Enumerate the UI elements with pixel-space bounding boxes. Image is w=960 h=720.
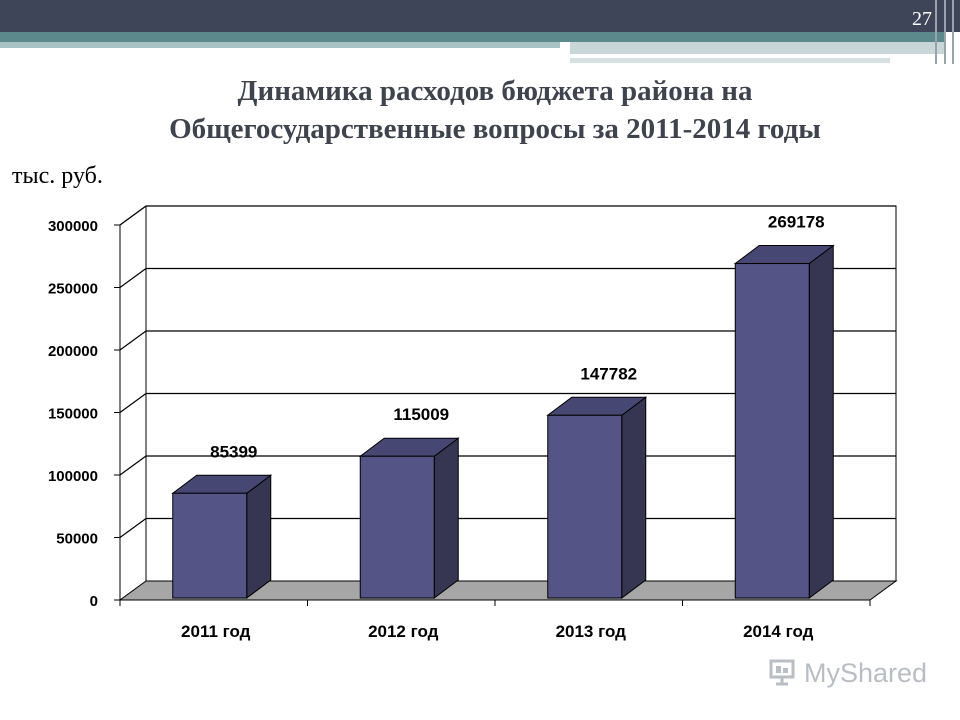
header-stripe (0, 32, 945, 42)
y-tick-label: 200000 (48, 343, 98, 360)
x-tick-label: 2012 год (368, 622, 439, 641)
page-title: Динамика расходов бюджета района на Обще… (60, 72, 930, 148)
data-label: 115009 (393, 405, 449, 424)
bar-side (808, 244, 834, 599)
gridline-side (119, 268, 147, 288)
chart-floor (118, 580, 898, 601)
y-tick-label: 150000 (48, 406, 98, 423)
data-label: 147782 (580, 364, 637, 383)
title-line: Общегосударственные вопросы за 2011-2014… (169, 113, 821, 145)
y-tick-label: 50000 (56, 531, 98, 548)
data-label: 85399 (210, 442, 257, 461)
bar-side (433, 437, 459, 599)
x-tick-label: 2011 год (181, 622, 251, 641)
header-divider (952, 0, 954, 64)
y-tick-label: 100000 (48, 468, 98, 485)
data-label: 269178 (768, 213, 825, 232)
bar (172, 492, 248, 599)
side-wall-edge (119, 205, 147, 226)
bar (359, 455, 435, 599)
header-stripe (0, 42, 560, 48)
bar (547, 414, 623, 599)
header-stripe (570, 58, 890, 63)
header-divider (935, 0, 937, 64)
gridline-side (119, 455, 147, 476)
title-line: Динамика расходов бюджета района на (237, 75, 753, 107)
x-tick-label: 2014 год (743, 622, 814, 641)
header-stripe (570, 42, 945, 54)
y-tick-label: 300000 (48, 218, 98, 235)
watermark: MyShared (768, 654, 938, 694)
bar-side (621, 396, 647, 599)
presentation-icon (769, 659, 795, 686)
x-tick-label: 2013 год (556, 622, 627, 641)
unit-label: тыс. руб. (12, 163, 103, 189)
gridline-side (119, 393, 147, 413)
bar-side (246, 474, 272, 599)
watermark-text: MyShared (804, 658, 928, 688)
bar (734, 263, 810, 599)
gridline-side (119, 518, 147, 538)
header-bar (0, 0, 960, 32)
y-tick-label: 0 (90, 593, 98, 610)
y-tick-label: 250000 (48, 281, 98, 298)
header-divider (944, 0, 946, 64)
page-number: 27 (912, 8, 932, 30)
gridline-side (119, 330, 147, 351)
